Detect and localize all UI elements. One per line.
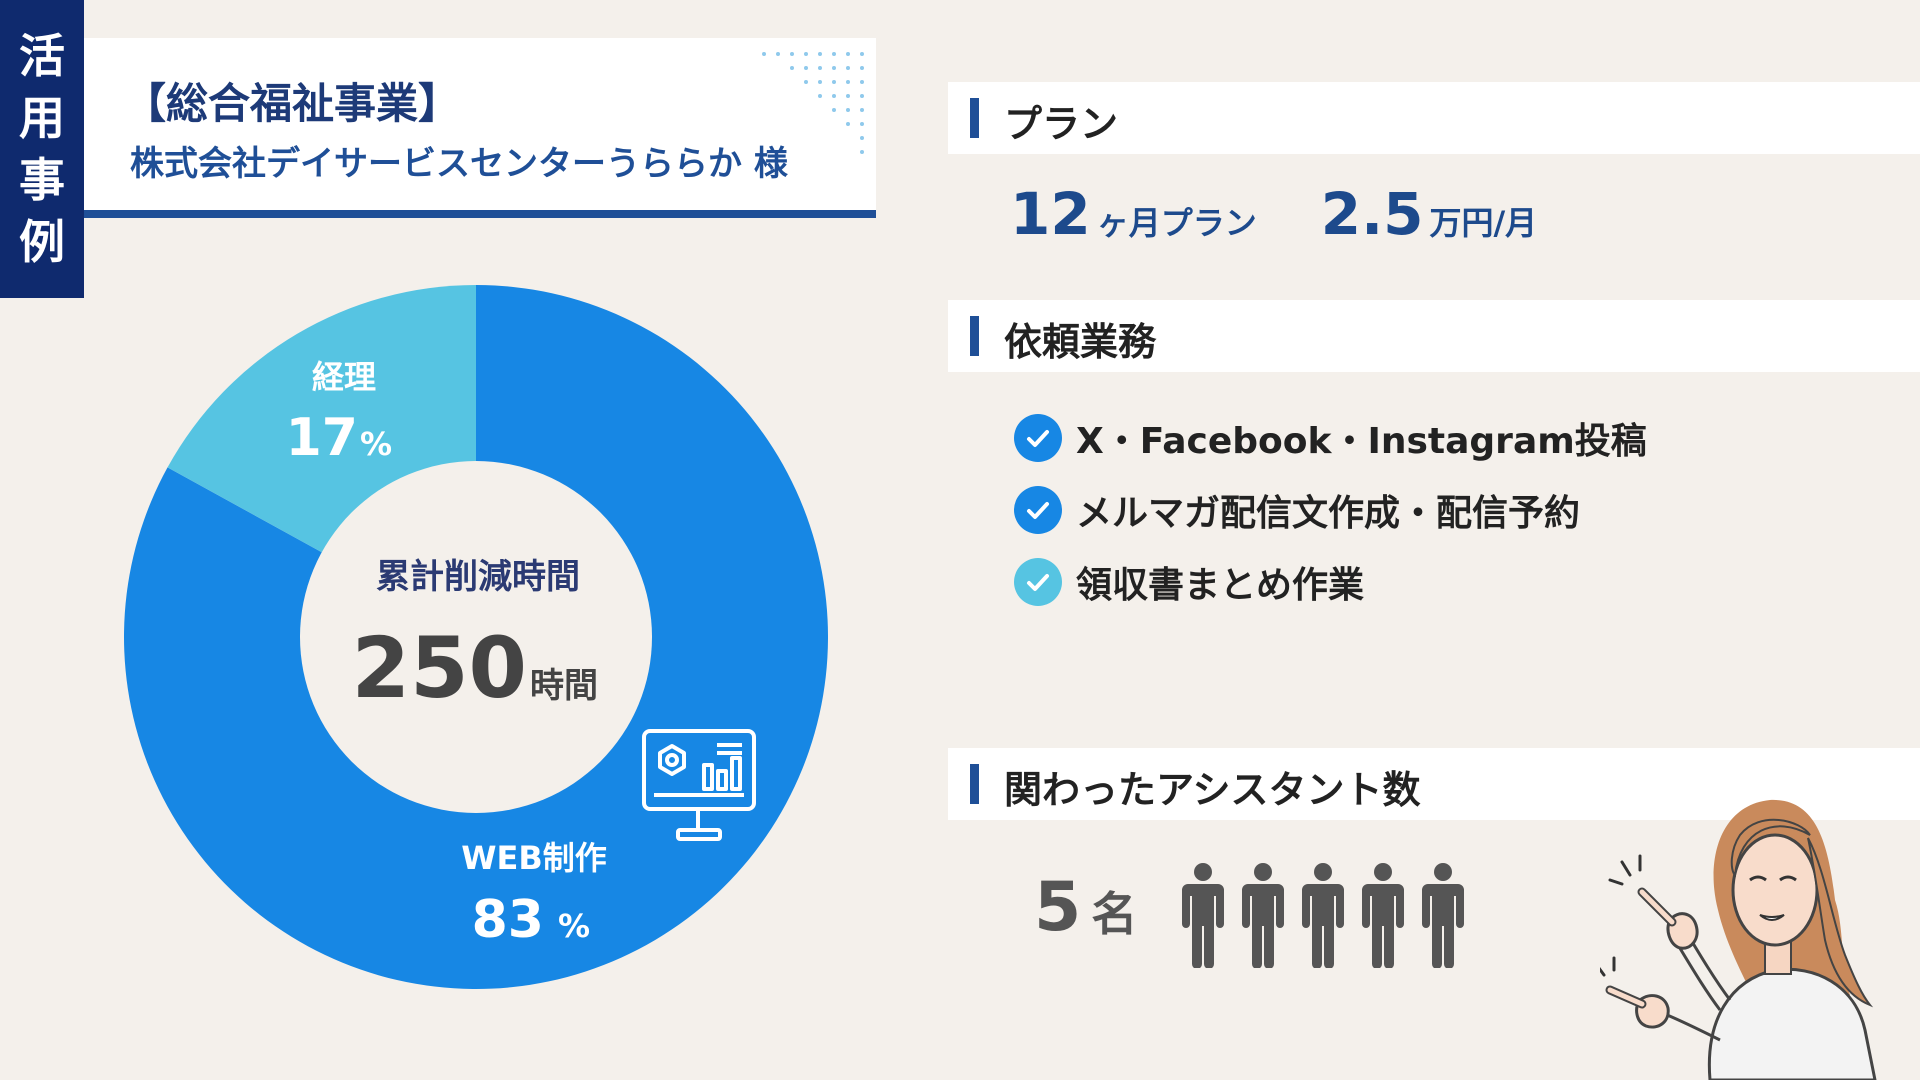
center-unit: 時間	[530, 666, 598, 706]
slice-value-accounting: 17	[286, 408, 358, 468]
task-item: メルマガ配信文作成・配信予約	[1014, 484, 1580, 536]
assistants-header-label: 関わったアシスタント数	[1004, 768, 1421, 812]
tasks-header-label: 依頼業務	[1004, 320, 1157, 364]
plan-months-unit: ヶ月プラン	[1096, 204, 1257, 242]
assistant-icons	[1180, 862, 1466, 972]
plan-price: 2.5	[1320, 180, 1424, 248]
tag-char: 例	[19, 215, 65, 269]
check-circle-icon	[1014, 486, 1062, 534]
plan-price-unit: 万円/月	[1429, 204, 1538, 242]
dot-pattern-decoration	[762, 52, 864, 154]
slice-label-accounting: 経理	[312, 358, 376, 396]
task-label: メルマガ配信文作成・配信予約	[1076, 493, 1581, 534]
tag-char: 活	[19, 29, 65, 83]
slice-unit-accounting: %	[360, 425, 392, 463]
check-circle-icon	[1014, 414, 1062, 462]
task-label: X・Facebook・Instagram投稿	[1076, 421, 1647, 462]
task-item: 領収書まとめ作業	[1014, 556, 1364, 608]
person-icon	[1240, 862, 1286, 972]
tag-char: 事	[19, 153, 65, 207]
tag-char: 用	[19, 91, 65, 145]
center-label: 累計削減時間	[376, 557, 580, 597]
monitor-analytics-icon	[642, 729, 756, 841]
assistant-count-number: 5	[1034, 868, 1082, 947]
title-card: 【総合福祉事業】 株式会社デイサービスセンターうららか 様	[84, 38, 876, 210]
title-underline	[84, 210, 876, 218]
assistant-count: 5 名	[1034, 868, 1137, 947]
company-name: 株式会社デイサービスセンターうららか 様	[130, 144, 788, 184]
slice-unit-web: %	[558, 907, 590, 945]
industry-title: 【総合福祉事業】	[124, 79, 461, 128]
plan-months: 12	[1010, 180, 1091, 248]
time-savings-donut-chart: 累計削減時間 250 時間 経理 17 % WEB制作 83 %	[124, 285, 829, 989]
pointing-woman-illustration	[1600, 799, 1877, 1080]
person-icon	[1420, 862, 1466, 972]
person-icon	[1360, 862, 1406, 972]
plan-header: プラン	[948, 82, 1920, 154]
check-circle-icon	[1014, 558, 1062, 606]
plan-details: 12 ヶ月プラン 2.5 万円/月	[1010, 180, 1537, 248]
task-label: 領収書まとめ作業	[1076, 565, 1365, 606]
header-accent-bar	[970, 98, 979, 138]
person-icon	[1180, 862, 1226, 972]
header-accent-bar	[970, 764, 979, 804]
plan-header-label: プラン	[1004, 102, 1119, 146]
center-value: 250	[352, 619, 527, 717]
task-item: X・Facebook・Instagram投稿	[1014, 412, 1647, 464]
case-study-tag: 活 用 事 例	[0, 0, 84, 298]
donut-center	[300, 461, 652, 813]
slice-value-web: 83	[472, 890, 544, 950]
person-icon	[1300, 862, 1346, 972]
header-accent-bar	[970, 316, 979, 356]
slice-label-web: WEB制作	[461, 839, 607, 877]
tasks-header: 依頼業務	[948, 300, 1920, 372]
assistant-count-unit: 名	[1091, 887, 1138, 941]
